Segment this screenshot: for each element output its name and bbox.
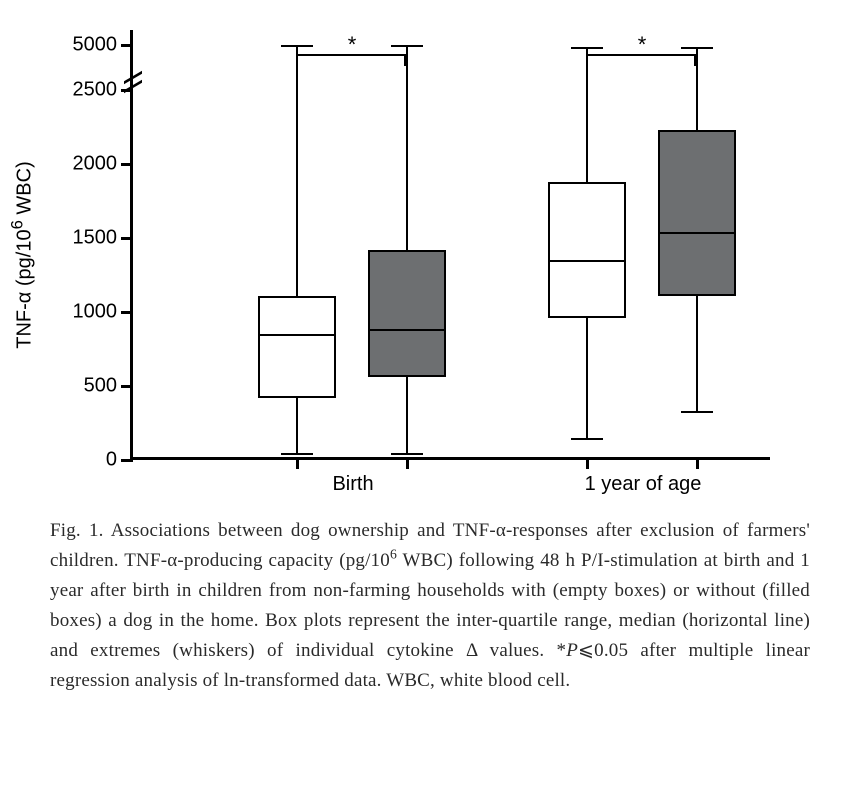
whisker-line [696, 296, 698, 413]
box [548, 182, 626, 318]
whisker-cap [391, 45, 423, 47]
y-tick-label: 5000 [73, 34, 118, 57]
y-axis-label: TNF-α (pg/106 WBC) [8, 161, 37, 349]
x-tick [586, 457, 589, 469]
whisker-line [406, 46, 408, 250]
y-tick-label: 1500 [73, 227, 118, 250]
y-tick [121, 163, 133, 166]
whisker-cap [681, 411, 713, 413]
y-tick [121, 237, 133, 240]
x-tick-label: 1 year of age [585, 473, 702, 496]
box [368, 250, 446, 377]
median-line [548, 260, 626, 262]
whisker-line [406, 377, 408, 454]
plot-region: 050010001500200025005000Birth1 year of a… [130, 30, 770, 460]
whisker-line [586, 48, 588, 182]
whisker-cap [681, 47, 713, 49]
y-tick [121, 311, 133, 314]
figure-caption: Fig. 1. Associations between dog ownersh… [50, 516, 810, 696]
y-tick [121, 385, 133, 388]
caption-body: Associations between dog ownership and T… [50, 520, 810, 691]
x-tick [296, 457, 299, 469]
whisker-line [586, 318, 588, 439]
box [658, 130, 736, 296]
significance-star: * [638, 32, 647, 58]
x-tick [406, 457, 409, 469]
whisker-line [296, 46, 298, 296]
box [258, 296, 336, 398]
y-tick-label: 500 [84, 375, 117, 398]
whisker-cap [281, 45, 313, 47]
whisker-cap [571, 438, 603, 440]
boxplot-chart: TNF-α (pg/106 WBC) 050010001500200025005… [50, 20, 790, 490]
axis-break-icon [124, 76, 142, 94]
y-tick [121, 459, 133, 462]
y-tick-label: 2000 [73, 153, 118, 176]
figure-label: Fig. 1. [50, 520, 104, 541]
whisker-line [696, 48, 698, 130]
median-line [258, 334, 336, 336]
y-tick-label: 1000 [73, 301, 118, 324]
significance-star: * [348, 32, 357, 58]
median-line [368, 329, 446, 331]
y-tick-label: 2500 [73, 79, 118, 102]
figure-container: TNF-α (pg/106 WBC) 050010001500200025005… [0, 0, 848, 726]
median-line [658, 232, 736, 234]
y-tick-label: 0 [106, 449, 117, 472]
whisker-line [296, 398, 298, 454]
x-tick [696, 457, 699, 469]
x-tick-label: Birth [332, 473, 373, 496]
whisker-cap [571, 47, 603, 49]
whisker-cap [391, 453, 423, 455]
whisker-cap [281, 453, 313, 455]
y-tick [121, 44, 133, 47]
